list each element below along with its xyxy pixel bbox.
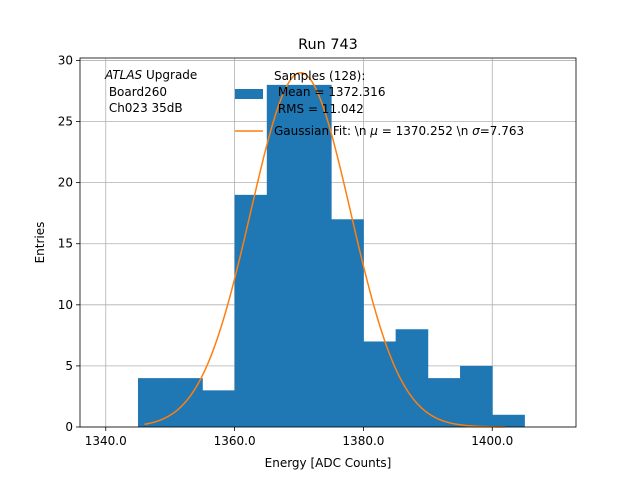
y-axis-ticks: 0 5 10 15 20 25 30 (58, 53, 80, 434)
legend-samples-line-1: Samples (128): (274, 69, 365, 83)
y-tick-label-4: 20 (58, 176, 73, 190)
annotation-atlas: ATLAS (104, 68, 143, 82)
x-tick-label-0: 1340.0 (85, 434, 127, 448)
histogram-bar-4 (266, 84, 300, 427)
histogram-bar-0 (137, 378, 171, 427)
histogram-bars (137, 84, 525, 427)
histogram-bar-6 (331, 219, 364, 427)
legend-samples-line-2: Mean = 1372.316 (274, 85, 385, 99)
legend-samples-line-3: RMS = 11.042 (274, 102, 364, 116)
legend-fit-suffix: =7.763 (480, 124, 524, 138)
histogram-bar-8 (395, 329, 429, 427)
annotation-line-2: Board260 (105, 85, 167, 99)
legend: Samples (128): Mean = 1372.316 RMS = 11.… (235, 69, 524, 138)
y-tick-label-2: 10 (58, 298, 73, 312)
legend-fit-sigma: σ (472, 124, 480, 138)
x-tick-label-2: 1380.0 (342, 434, 384, 448)
x-axis-label: Energy [ADC Counts] (265, 456, 392, 470)
histogram-bar-7 (363, 341, 397, 427)
chart-title: Run 743 (298, 37, 358, 53)
gaussian-fit (144, 71, 506, 428)
histogram-bar-11 (492, 414, 525, 427)
x-axis-ticks: 1340.0 1360.0 1380.0 1400.0 (85, 427, 513, 448)
histogram-bar-2 (202, 390, 235, 427)
histogram-bar-9 (427, 378, 461, 427)
y-tick-label-6: 30 (58, 53, 73, 67)
y-tick-label-0: 0 (65, 420, 73, 434)
legend-fit-mu: μ (369, 124, 378, 138)
y-tick-label-1: 5 (65, 359, 73, 373)
legend-samples-swatch (235, 89, 263, 99)
histogram-bar-10 (460, 365, 493, 427)
legend-fit-mid: = 1370.252 \n (378, 124, 472, 138)
x-tick-label-3: 1400.0 (471, 434, 513, 448)
histogram-bar-5 (299, 84, 332, 427)
x-tick-label-1: 1360.0 (214, 434, 256, 448)
y-tick-label-3: 15 (58, 237, 73, 251)
atlas-annotation: ATLAS Upgrade Board260 Ch023 35dB (104, 68, 197, 115)
annotation-upgrade: Upgrade (142, 68, 197, 82)
histogram-bar-3 (234, 194, 268, 427)
gaussian-fit-line (144, 71, 506, 428)
annotation-line-1: ATLAS Upgrade (104, 68, 197, 82)
y-tick-label-5: 25 (58, 115, 73, 129)
annotation-line-3: Ch023 35dB (105, 101, 183, 115)
y-axis-label: Entries (33, 222, 47, 264)
plot-frame (79, 57, 577, 428)
legend-fit-label: Gaussian Fit: \n μ = 1370.252 \n σ=7.763 (274, 124, 524, 138)
legend-fit-prefix: Gaussian Fit: \n (274, 124, 370, 138)
